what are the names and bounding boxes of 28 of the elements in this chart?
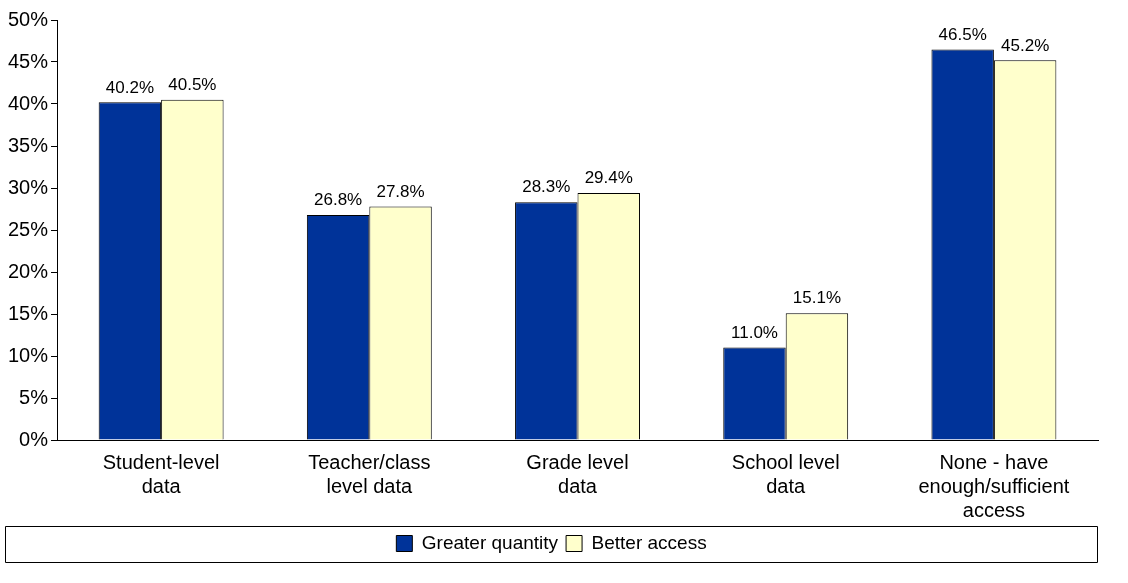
x-tick-label: Student-level data [102, 450, 220, 497]
data-label: 26.8% [313, 190, 363, 210]
data-label: 27.8% [376, 181, 425, 201]
y-tick-label: 15% [8, 301, 49, 324]
y-tick-label: 10% [8, 343, 49, 366]
x-tick-label: Grade level data [526, 450, 629, 497]
x-tick-label: School level data [731, 450, 840, 497]
y-tick-label: 0% [19, 427, 49, 450]
data-label: 11.0% [731, 322, 778, 342]
y-tick-label: 35% [8, 133, 49, 156]
x-tick-label: None - have enough/sufficient access [918, 450, 1070, 521]
data-label: 46.5% [938, 24, 987, 44]
y-tick-label: 40% [8, 91, 49, 114]
data-label: 29.4% [584, 168, 633, 188]
x-tick-label: Teacher/class level data [308, 450, 431, 497]
y-tick-label: 5% [19, 385, 49, 408]
y-tick-label: 25% [8, 217, 49, 240]
data-label: 40.5% [168, 74, 217, 94]
legend-label: Better access [591, 531, 707, 553]
legend-label: Greater quantity [421, 531, 559, 553]
y-tick-label: 45% [8, 49, 49, 72]
y-tick-label: 20% [8, 259, 49, 282]
data-label: 40.2% [105, 77, 154, 97]
data-label: 45.2% [1001, 35, 1050, 55]
y-tick-label: 30% [8, 175, 49, 198]
y-tick-label: 50% [8, 7, 49, 30]
data-label: 28.3% [522, 177, 571, 197]
data-label: 15.1% [792, 288, 842, 308]
